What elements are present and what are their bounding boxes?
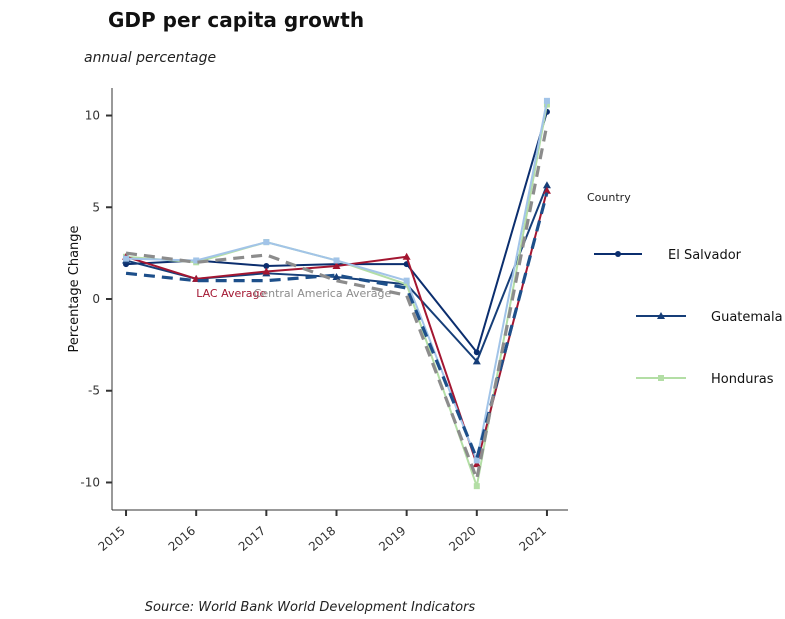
legend-label: Honduras — [711, 372, 774, 387]
x-tick-label: 2021 — [516, 524, 548, 554]
data-point — [542, 181, 551, 189]
x-tick-label: 2015 — [96, 524, 128, 554]
x-tick-label: 2019 — [376, 524, 408, 554]
y-tick-label: 5 — [92, 200, 100, 214]
y-tick-label: 10 — [85, 109, 100, 123]
data-point — [263, 239, 270, 246]
data-point — [332, 261, 341, 269]
legend-label: Guatemala — [711, 310, 783, 325]
series-line — [125, 111, 548, 354]
data-point — [473, 349, 480, 356]
data-point — [542, 186, 551, 194]
series-1 — [122, 181, 551, 365]
data-point — [123, 255, 130, 262]
series-4 — [123, 97, 550, 464]
data-point — [193, 257, 200, 264]
legend-label: El Salvador — [668, 248, 742, 263]
legend-title: Country — [587, 191, 631, 204]
series-0 — [123, 108, 550, 356]
data-point — [402, 252, 411, 260]
x-tick-label: 2017 — [236, 524, 268, 554]
data-point — [473, 457, 480, 464]
annotation-label: Central America Average — [254, 287, 392, 300]
data-point — [472, 460, 481, 468]
annotation-label: LAC Average — [196, 287, 266, 300]
data-point — [543, 97, 550, 104]
legend: Country El Salvador Guatemala Honduras — [587, 191, 783, 387]
data-point — [332, 272, 341, 280]
y-axis-title: Percentage Change — [67, 225, 82, 352]
legend-item-2: Honduras — [636, 372, 774, 387]
data-point — [263, 262, 270, 269]
chart-subtitle: annual percentage — [84, 50, 217, 66]
data-point — [657, 312, 665, 319]
series-layer — [122, 97, 551, 490]
x-tick-label: 2018 — [306, 524, 338, 554]
legend-item-1: Guatemala — [636, 310, 783, 325]
data-point — [615, 251, 621, 257]
data-point — [333, 257, 340, 264]
data-point — [403, 281, 410, 288]
legend-item-0: El Salvador — [594, 248, 742, 263]
data-point — [658, 375, 664, 381]
x-tick-label: 2016 — [166, 524, 198, 554]
data-point — [472, 357, 481, 365]
data-point — [473, 483, 480, 490]
y-tick-label: 0 — [92, 292, 100, 306]
y-tick-label: -10 — [80, 475, 100, 489]
series-3 — [122, 186, 551, 468]
y-tick-label: -5 — [88, 384, 100, 398]
chart-title: GDP per capita growth — [108, 8, 365, 32]
x-tick-label: 2020 — [446, 524, 478, 554]
data-point — [403, 277, 410, 284]
chart-caption: Source: World Bank World Development Ind… — [144, 600, 476, 615]
data-point — [262, 267, 271, 275]
